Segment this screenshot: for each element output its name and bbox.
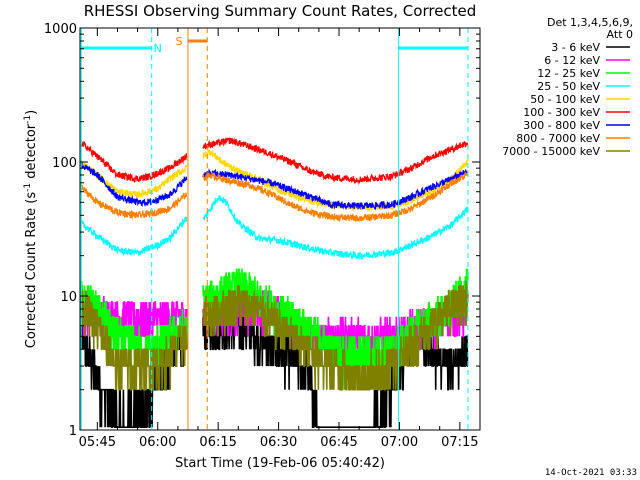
y-tick-label-1: 1 xyxy=(69,424,77,439)
series-line-6-seg-1 xyxy=(80,141,188,183)
series-line-3-seg-1 xyxy=(80,280,188,367)
y-axis-label-end: ) xyxy=(24,110,39,115)
series-line-6-seg-2 xyxy=(202,137,469,186)
y-axis-label-main: Corrected Count Rate (s xyxy=(24,192,39,349)
x-tick-label-2: 06:00 xyxy=(139,435,176,450)
y-axis-label-mid: detector xyxy=(24,123,39,183)
y-axis-label: Corrected Count Rate (s-1 detector-1) xyxy=(23,110,39,348)
series-line-8-seg-2 xyxy=(202,170,469,223)
y-axis-label-sup1: -1 xyxy=(23,183,33,192)
series-line-4-seg-1 xyxy=(80,216,188,257)
x-tick-label-4: 06:30 xyxy=(260,435,297,450)
series-line-9-seg-1 xyxy=(80,290,188,391)
series-line-4-seg-2 xyxy=(202,195,469,261)
saa-label: S xyxy=(175,35,182,48)
footer-date: 14-Oct-2021 03:33 xyxy=(545,468,637,478)
x-tick-label-6: 07:00 xyxy=(381,435,418,450)
series-line-5-seg-2 xyxy=(202,147,469,213)
legend-header-1: Det 1,3,4,5,6,9, xyxy=(547,16,633,29)
x-axis-label: Start Time (19-Feb-06 05:40:42) xyxy=(175,456,385,471)
chart-title: RHESSI Observing Summary Count Rates, Co… xyxy=(84,2,477,20)
plot-frame xyxy=(79,27,481,431)
x-tick-label-5: 06:45 xyxy=(320,435,357,450)
legend-label-6: 100 - 300 keV xyxy=(523,106,600,119)
legend-label-4: 25 - 50 keV xyxy=(537,80,600,93)
axis-layer: 1 10 100 1000 05:45 06:00 06:15 06:30 06:45 07:00… xyxy=(44,22,481,450)
y-tick-label-3: 100 xyxy=(52,156,77,171)
legend-label-1: 3 - 6 keV xyxy=(551,41,600,54)
legend-label-2: 6 - 12 keV xyxy=(544,54,600,67)
series-line-8-seg-1 xyxy=(80,183,188,221)
legend-label-8: 800 - 7000 keV xyxy=(516,132,600,145)
legend-label-9: 7000 - 15000 keV xyxy=(502,145,600,158)
series-line-7-seg-2 xyxy=(202,168,469,211)
y-tick-label-4: 1000 xyxy=(44,22,77,37)
series-layer xyxy=(80,137,469,429)
x-tick-label-1: 05:45 xyxy=(79,435,116,450)
night-label: N xyxy=(154,42,162,55)
series-line-7-seg-1 xyxy=(80,162,188,208)
legend-label-7: 300 - 800 keV xyxy=(523,119,600,132)
annotation-layer: NS xyxy=(80,28,469,430)
y-tick-label-2: 10 xyxy=(60,290,77,305)
x-tick-label-3: 06:15 xyxy=(199,435,236,450)
y-axis-label-sup2: -1 xyxy=(23,115,33,124)
legend-header-2: Att 0 xyxy=(607,28,633,41)
series-line-9-seg-2 xyxy=(202,280,469,391)
legend-label-3: 12 - 25 keV xyxy=(537,67,600,80)
legend-label-5: 50 - 100 keV xyxy=(530,93,600,106)
x-tick-label-7: 07:15 xyxy=(441,435,478,450)
series-line-1-seg-1 xyxy=(80,316,188,429)
